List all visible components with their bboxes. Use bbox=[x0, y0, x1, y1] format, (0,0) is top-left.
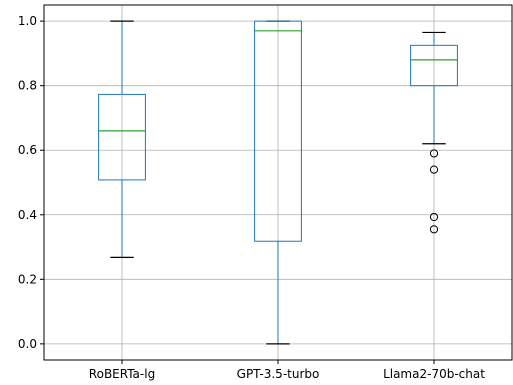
y-tick-label: 1.0 bbox=[18, 14, 37, 28]
outlier-point bbox=[429, 212, 439, 222]
y-tick-label: 0.6 bbox=[18, 143, 37, 157]
outlier-point bbox=[429, 149, 439, 158]
outlier-point bbox=[429, 165, 439, 174]
box-group bbox=[254, 20, 302, 345]
y-tick-label: 0.8 bbox=[18, 79, 37, 93]
box-layer bbox=[98, 20, 458, 345]
x-tick-label: Llama2-70b-chat bbox=[383, 367, 485, 381]
y-tick-label: 0.0 bbox=[18, 337, 37, 351]
box-iqr bbox=[254, 20, 302, 242]
box-group bbox=[410, 31, 458, 234]
y-tick-label: 0.4 bbox=[18, 208, 37, 222]
y-tick-label: 0.2 bbox=[18, 272, 37, 286]
outlier-point bbox=[429, 225, 439, 234]
x-tick-label: RoBERTa-lg bbox=[89, 367, 155, 381]
box-iqr bbox=[98, 93, 146, 181]
x-tick-label: GPT-3.5-turbo bbox=[237, 367, 320, 381]
box-iqr bbox=[410, 44, 458, 87]
box-group bbox=[98, 20, 146, 258]
tick-layer: 0.0 0.2 0.4 0.6 0.8 1.0 RoBERTa-lg GPT-3.5-turb… bbox=[18, 14, 485, 381]
